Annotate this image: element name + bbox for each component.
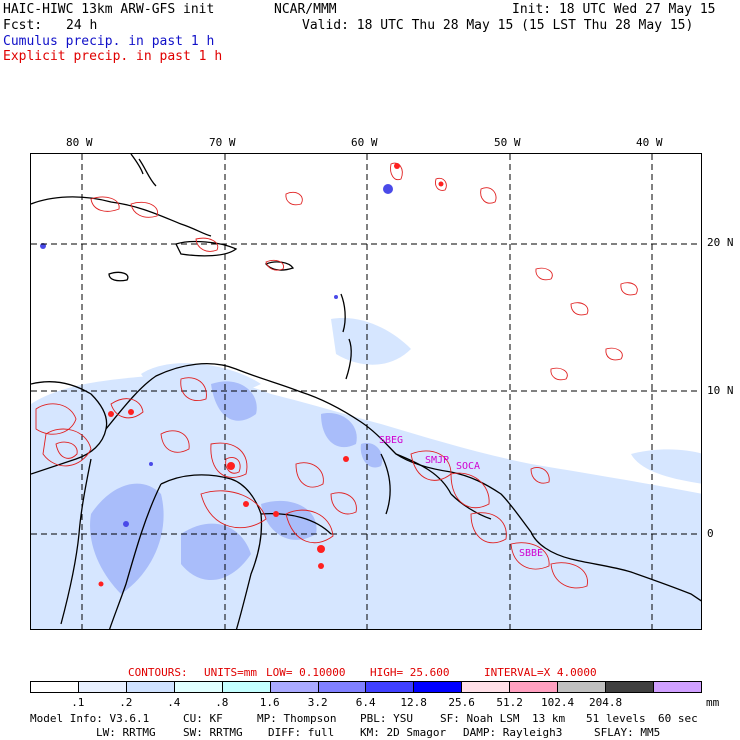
colorbar-tick-label: .4 (167, 696, 181, 709)
station-label-smjp: SMJP (425, 455, 450, 466)
colorbar-tick-label: 25.6 (448, 696, 475, 709)
station-label-sbeg: SBEG (379, 435, 404, 446)
sf-scheme: SF: Noah LSM (440, 712, 520, 725)
contours-units: UNITS=mm (204, 666, 257, 679)
coastlines (31, 154, 701, 629)
colorbar-unit: mm (706, 696, 720, 709)
fcst-value: 24 h (66, 18, 98, 33)
init-time: Init: 18 UTC Wed 27 May 15 (512, 2, 716, 17)
explicit-precip-heavy-spots (98, 163, 444, 587)
mp-scheme: MP: Thompson (257, 712, 337, 725)
fcst-label: Fcst: (3, 18, 43, 33)
contours-high: HIGH= 25.600 (370, 666, 450, 679)
colorbar-tick-label: 6.4 (355, 696, 376, 709)
colorbar-tick-label: 1.6 (259, 696, 280, 709)
colorbar-tick-label: .1 (71, 696, 85, 709)
colorbar-cell (462, 682, 511, 692)
station-label-soca: SOCA (456, 461, 481, 472)
km-scheme: KM: 2D Smagor (360, 726, 447, 739)
colorbar-cell (653, 682, 701, 692)
lon-label-40w: 40 W (636, 136, 663, 149)
org-label: NCAR/MMM (274, 2, 337, 17)
station-label-sbbe: SBBE (519, 548, 544, 559)
contours-interval: INTERVAL=X 4.0000 (484, 666, 597, 679)
diff-scheme: DIFF: full (268, 726, 335, 739)
lon-label-50w: 50 W (494, 136, 521, 149)
sflay-scheme: SFLAY: MM5 (594, 726, 661, 739)
lat-label-10n: 10 N (707, 384, 734, 397)
cumulus-legend: Cumulus precip. in past 1 h (3, 34, 215, 49)
colorbar-tick-label: .2 (119, 696, 133, 709)
valid-time: Valid: 18 UTC Thu 28 May 15 (15 LST Thu … (302, 18, 694, 33)
precip-map: SBEG SMJP SOCA SBBE (30, 153, 702, 630)
colorbar-tick-label: 3.2 (307, 696, 328, 709)
grid-resolution: 13 km (532, 712, 566, 725)
colorbar-cell (31, 682, 79, 692)
cumulus-medium-fill (90, 381, 383, 594)
lon-label-80w: 80 W (66, 136, 93, 149)
colorbar-tick-label: .8 (215, 696, 229, 709)
colorbar-cell (606, 682, 654, 692)
lw-scheme: LW: RRTMG (96, 726, 156, 739)
colorbar-cell (318, 682, 367, 692)
colorbar-tick-label: 12.8 (400, 696, 427, 709)
colorbar-cell (222, 682, 271, 692)
explicit-legend: Explicit precip. in past 1 h (3, 49, 223, 64)
lat-lon-grid (31, 154, 701, 629)
sw-scheme: SW: RRTMG (183, 726, 243, 739)
colorbar-cell (270, 682, 319, 692)
timestep: 60 sec (658, 712, 698, 725)
explicit-precip-contours (35, 162, 638, 589)
precip-colorbar (30, 681, 702, 693)
lon-label-70w: 70 W (209, 136, 236, 149)
colorbar-cell (366, 682, 415, 692)
colorbar-cell (174, 682, 223, 692)
lat-label-0: 0 (707, 527, 714, 540)
colorbar-tick-label: 51.2 (496, 696, 523, 709)
damp-scheme: DAMP: Rayleigh3 (463, 726, 563, 739)
colorbar-cell (126, 682, 175, 692)
vertical-levels: 51 levels (586, 712, 646, 725)
pbl-scheme: PBL: YSU (360, 712, 413, 725)
contours-low: LOW= 0.10000 (266, 666, 346, 679)
contours-label: CONTOURS: (128, 666, 188, 679)
model-info: Model Info: V3.6.1 (30, 712, 150, 725)
cu-scheme: CU: KF (183, 712, 223, 725)
colorbar-tick-label: 102.4 (541, 696, 575, 709)
colorbar-cell (510, 682, 559, 692)
map-canvas (31, 154, 701, 629)
colorbar-tick-label: 204.8 (589, 696, 623, 709)
model-title: HAIC-HIWC 13km ARW-GFS init (3, 2, 215, 17)
lon-label-60w: 60 W (351, 136, 378, 149)
colorbar-cell (414, 682, 463, 692)
lat-label-20n: 20 N (707, 236, 734, 249)
colorbar-cell (558, 682, 607, 692)
colorbar-cell (78, 682, 127, 692)
